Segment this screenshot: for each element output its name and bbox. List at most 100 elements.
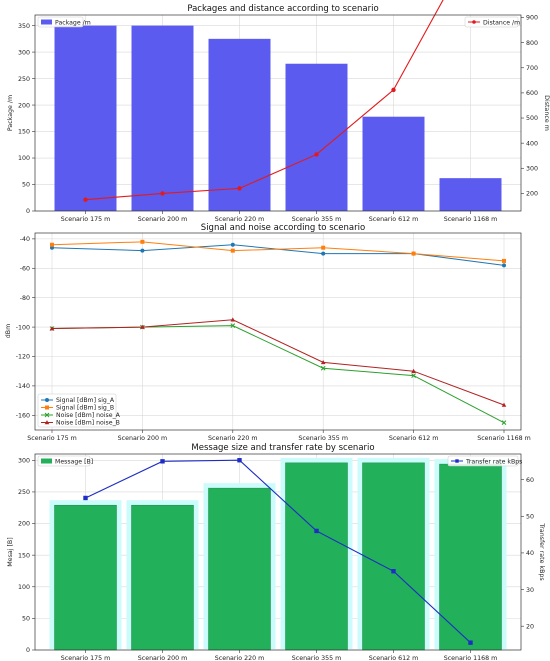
x-tick-label: Scenario 355 m bbox=[298, 435, 348, 442]
x-tick-label: Scenario 355 m bbox=[292, 216, 342, 223]
data-point bbox=[502, 263, 506, 268]
y-axis-label: Mesaj [B] bbox=[7, 537, 14, 566]
legend-label: Noise [dBm] noise_A bbox=[56, 412, 121, 419]
series-line bbox=[51, 325, 505, 424]
y2-tick-label: 50 bbox=[526, 513, 534, 520]
series-line bbox=[85, 459, 471, 644]
y-tick-label: 0 bbox=[26, 208, 30, 215]
y2-axis-label: Distance m bbox=[543, 95, 550, 131]
y-tick-label: 250 bbox=[18, 489, 30, 496]
bar bbox=[362, 116, 425, 211]
bar bbox=[54, 504, 117, 651]
y-tick-label: -160 bbox=[16, 412, 30, 419]
plot-frame bbox=[34, 453, 522, 651]
chart-title: Packages and distance according to scena… bbox=[187, 4, 378, 14]
x-tick-label: Scenario 612 m bbox=[369, 655, 419, 661]
data-point bbox=[502, 258, 506, 263]
data-point bbox=[83, 197, 88, 202]
x-tick-label: Scenario 200 m bbox=[138, 655, 188, 661]
legend-label: Message [B] bbox=[55, 458, 93, 465]
data-point bbox=[83, 495, 88, 501]
data-point bbox=[160, 459, 165, 464]
data-point bbox=[230, 242, 235, 247]
y-tick-label: 150 bbox=[18, 129, 30, 136]
chart-title: Message size and transfer rate by scenar… bbox=[191, 443, 374, 453]
data-point bbox=[468, 640, 473, 645]
plot-frame bbox=[34, 14, 522, 212]
y2-tick-label: 300 bbox=[526, 165, 538, 172]
x-tick-label: Scenario 220 m bbox=[215, 655, 265, 661]
data-point bbox=[230, 323, 236, 328]
y-tick-label: 100 bbox=[18, 155, 30, 162]
y-axis-label: Package /m bbox=[7, 95, 14, 131]
bar bbox=[131, 25, 194, 212]
y-tick-label: -60 bbox=[20, 265, 30, 272]
data-point bbox=[501, 402, 507, 407]
y-tick-label: 50 bbox=[22, 616, 30, 623]
x-tick-label: Scenario 220 m bbox=[208, 435, 258, 442]
y-tick-label: 200 bbox=[18, 521, 30, 528]
bar bbox=[439, 178, 502, 211]
x-tick-label: Scenario 200 m bbox=[138, 216, 188, 223]
legend-marker bbox=[472, 20, 476, 24]
legend-label: Signal [dBm] sig_A bbox=[56, 397, 115, 404]
x-tick-label: Scenario 1168 m bbox=[444, 216, 498, 223]
y2-tick-label: 30 bbox=[526, 587, 534, 594]
x-tick-label: Scenario 200 m bbox=[118, 435, 168, 442]
signal-noise-chart: Signal and noise according to scenario S… bbox=[5, 223, 531, 442]
y-tick-label: -120 bbox=[16, 354, 30, 361]
y-tick-label: -100 bbox=[16, 324, 30, 331]
y2-tick-label: 600 bbox=[526, 90, 538, 97]
data-point bbox=[314, 152, 319, 157]
y-tick-label: 250 bbox=[18, 76, 30, 83]
y-tick-label: 300 bbox=[18, 458, 30, 465]
series-line bbox=[51, 241, 505, 262]
y2-tick-label: 500 bbox=[526, 115, 538, 122]
legend-box bbox=[37, 393, 117, 428]
x-tick-label: Scenario 612 m bbox=[369, 216, 419, 223]
data-point bbox=[501, 420, 507, 426]
x-tick-label: Scenario 175 m bbox=[61, 216, 111, 223]
series-line bbox=[51, 319, 505, 406]
data-point bbox=[411, 373, 416, 378]
x-tick-label: Scenario 220 m bbox=[215, 216, 265, 223]
bar bbox=[54, 25, 117, 212]
y2-tick-label: 60 bbox=[526, 477, 534, 484]
y-tick-label: 200 bbox=[18, 102, 30, 109]
legend-label: Package /m bbox=[55, 19, 91, 26]
legend-label: Signal [dBm] sig_B bbox=[56, 405, 114, 412]
bar bbox=[285, 462, 348, 651]
legend-marker bbox=[455, 459, 459, 463]
y-tick-label: 150 bbox=[18, 552, 30, 559]
y-tick-label: -40 bbox=[20, 236, 30, 243]
data-point bbox=[321, 245, 326, 250]
y-tick-label: 300 bbox=[18, 49, 30, 56]
data-point bbox=[50, 242, 54, 247]
y2-tick-label: 20 bbox=[526, 623, 534, 630]
legend-swatch bbox=[41, 458, 52, 464]
bar bbox=[285, 63, 348, 211]
bar bbox=[131, 504, 194, 651]
data-point bbox=[49, 326, 55, 331]
y-tick-label: -80 bbox=[20, 295, 30, 302]
data-point bbox=[321, 251, 326, 256]
data-point bbox=[230, 317, 236, 322]
data-point bbox=[45, 405, 49, 410]
data-point bbox=[140, 239, 145, 244]
data-point bbox=[237, 458, 242, 463]
bar bbox=[439, 463, 502, 651]
data-point bbox=[44, 420, 50, 425]
x-tick-label: Scenario 355 m bbox=[292, 655, 342, 661]
legend-box bbox=[464, 16, 519, 28]
x-tick-label: Scenario 175 m bbox=[61, 655, 111, 661]
y-tick-label: 50 bbox=[22, 182, 30, 189]
y2-tick-label: 200 bbox=[526, 191, 538, 198]
message-transfer-chart: Message size and transfer rate by scenar… bbox=[7, 443, 545, 661]
data-point bbox=[45, 398, 49, 402]
legend-label: Transfer rate kBps bbox=[465, 458, 522, 465]
bar bbox=[362, 462, 425, 651]
data-point bbox=[411, 251, 416, 256]
x-tick-label: Scenario 175 m bbox=[27, 435, 77, 442]
bar bbox=[208, 38, 271, 212]
data-point bbox=[160, 191, 165, 196]
